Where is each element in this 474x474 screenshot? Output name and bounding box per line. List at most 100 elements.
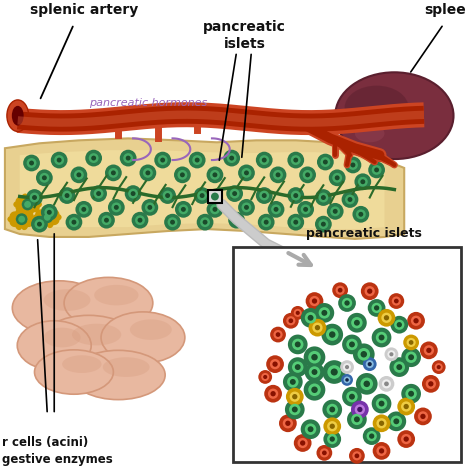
Circle shape <box>292 339 303 350</box>
Circle shape <box>76 173 82 177</box>
Circle shape <box>365 286 375 296</box>
Circle shape <box>230 189 239 199</box>
Circle shape <box>145 202 155 212</box>
Circle shape <box>299 166 316 183</box>
Circle shape <box>345 365 349 369</box>
Circle shape <box>258 370 272 384</box>
Ellipse shape <box>35 210 44 217</box>
Circle shape <box>163 191 173 201</box>
Circle shape <box>114 205 119 210</box>
Circle shape <box>91 155 96 161</box>
Circle shape <box>29 192 39 202</box>
Circle shape <box>356 373 378 395</box>
Circle shape <box>349 341 355 347</box>
Circle shape <box>354 320 360 326</box>
Circle shape <box>376 332 387 343</box>
Circle shape <box>120 150 137 166</box>
Circle shape <box>141 199 158 216</box>
Circle shape <box>268 201 284 218</box>
Circle shape <box>155 152 171 168</box>
Circle shape <box>283 313 299 328</box>
Circle shape <box>345 378 349 382</box>
Circle shape <box>363 427 381 445</box>
Circle shape <box>356 210 366 219</box>
Circle shape <box>273 330 283 339</box>
Circle shape <box>372 303 382 313</box>
Circle shape <box>42 175 47 180</box>
Circle shape <box>387 350 395 358</box>
Circle shape <box>273 207 279 212</box>
Circle shape <box>401 347 421 367</box>
Circle shape <box>69 217 79 227</box>
Circle shape <box>74 170 84 180</box>
Circle shape <box>304 379 325 401</box>
Circle shape <box>379 376 394 392</box>
Circle shape <box>263 375 267 379</box>
Circle shape <box>329 407 335 412</box>
Circle shape <box>311 369 318 375</box>
Circle shape <box>285 420 291 426</box>
Circle shape <box>327 434 337 444</box>
Circle shape <box>348 160 358 170</box>
Circle shape <box>323 418 341 435</box>
Ellipse shape <box>31 197 40 204</box>
Circle shape <box>405 352 417 363</box>
Circle shape <box>270 359 280 369</box>
Circle shape <box>368 362 372 366</box>
Circle shape <box>211 192 219 201</box>
Circle shape <box>189 152 206 168</box>
Ellipse shape <box>39 315 138 370</box>
Circle shape <box>293 220 298 225</box>
Circle shape <box>104 218 109 223</box>
Circle shape <box>384 315 389 320</box>
Circle shape <box>295 364 301 370</box>
Circle shape <box>65 214 82 230</box>
Circle shape <box>288 357 308 377</box>
Circle shape <box>261 217 271 227</box>
Circle shape <box>351 317 363 328</box>
Circle shape <box>426 347 431 353</box>
Circle shape <box>32 195 37 200</box>
Circle shape <box>303 207 308 212</box>
Ellipse shape <box>33 214 42 221</box>
Ellipse shape <box>26 211 34 219</box>
Circle shape <box>345 301 350 306</box>
Ellipse shape <box>72 324 121 346</box>
Circle shape <box>326 328 338 341</box>
Ellipse shape <box>41 206 48 215</box>
Ellipse shape <box>12 281 106 335</box>
Circle shape <box>322 450 327 455</box>
Circle shape <box>321 310 328 316</box>
Circle shape <box>51 152 67 168</box>
Circle shape <box>357 348 370 361</box>
Ellipse shape <box>103 357 150 377</box>
Ellipse shape <box>9 211 18 219</box>
Circle shape <box>393 419 399 424</box>
Circle shape <box>308 315 313 321</box>
Ellipse shape <box>15 221 22 230</box>
Text: splee: splee <box>424 3 465 17</box>
Text: pancreatic islets: pancreatic islets <box>306 227 421 240</box>
Circle shape <box>62 191 72 201</box>
Circle shape <box>329 437 335 442</box>
Circle shape <box>330 206 340 216</box>
Circle shape <box>85 150 102 166</box>
Circle shape <box>94 189 103 199</box>
Circle shape <box>319 219 328 229</box>
Circle shape <box>290 379 296 385</box>
Circle shape <box>424 345 434 356</box>
Circle shape <box>347 410 367 429</box>
Circle shape <box>309 319 326 337</box>
Circle shape <box>435 363 443 371</box>
Circle shape <box>262 157 267 163</box>
Circle shape <box>397 430 415 448</box>
Circle shape <box>259 191 269 201</box>
Circle shape <box>338 288 343 292</box>
Circle shape <box>279 414 297 432</box>
Circle shape <box>315 216 332 233</box>
Circle shape <box>363 357 377 371</box>
Ellipse shape <box>27 216 36 223</box>
Circle shape <box>89 153 99 163</box>
Circle shape <box>35 219 45 229</box>
Circle shape <box>131 191 136 196</box>
